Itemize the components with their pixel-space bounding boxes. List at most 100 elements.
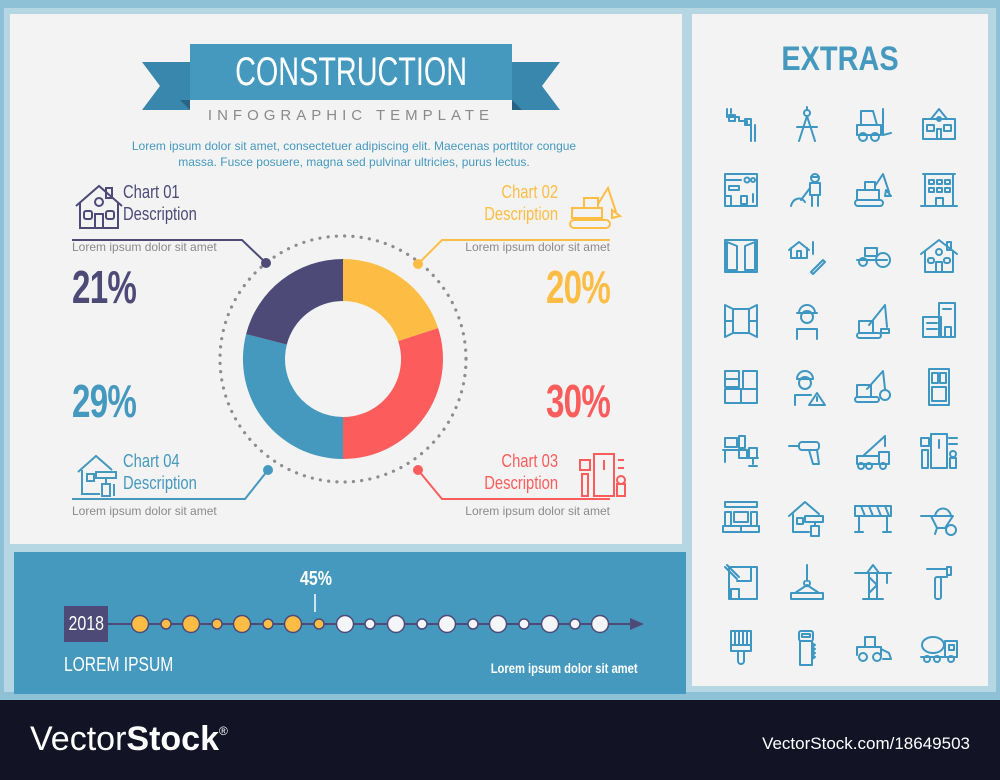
lifted-beam-icon	[790, 564, 824, 601]
extras-icon-cell[interactable]	[708, 92, 774, 158]
door-icon	[928, 367, 950, 406]
extras-icon-cell[interactable]	[774, 92, 840, 158]
extras-icon-cell[interactable]	[708, 485, 774, 551]
ribbon-left-tail-icon	[142, 62, 190, 110]
page-frame: CONSTRUCTION INFOGRAPHIC TEMPLATE Lorem …	[4, 8, 996, 694]
bathroom-icon	[579, 453, 626, 497]
timeline-arrow-icon	[630, 618, 644, 630]
slice-chart-02[interactable]	[343, 259, 439, 342]
extras-icon-cell[interactable]	[906, 354, 972, 420]
extras-icon-cell[interactable]	[906, 485, 972, 551]
extras-icon-cell[interactable]	[708, 354, 774, 420]
tv-stand-icon	[722, 500, 760, 533]
chart-01-title-line2: Description	[123, 204, 197, 224]
extras-icon-cell[interactable]	[774, 289, 840, 355]
double-door-icon	[724, 238, 758, 273]
extras-icon-cell[interactable]	[906, 289, 972, 355]
extras-icon-cell[interactable]	[774, 551, 840, 617]
timeline-year-badge: 2018	[64, 606, 108, 642]
extras-icon-cell[interactable]	[906, 158, 972, 224]
slice-chart-04[interactable]	[242, 334, 343, 459]
connector-dot-chart-03	[413, 465, 423, 475]
infographic-panel: CONSTRUCTION INFOGRAPHIC TEMPLATE Lorem …	[4, 8, 688, 694]
extras-icon-cell[interactable]	[774, 420, 840, 486]
bulldozer-icon	[856, 635, 892, 662]
extras-icon-cell[interactable]	[906, 420, 972, 486]
wrecking-ball-icon	[854, 369, 891, 403]
extras-icon-cell[interactable]	[840, 92, 906, 158]
compass-icon	[796, 105, 818, 142]
chart-04-title: Chart 04 Description	[123, 450, 197, 494]
ribbon-right-tail-icon	[512, 62, 560, 110]
extras-icon-cell[interactable]	[708, 289, 774, 355]
timeline-progress-label: 45%	[300, 568, 333, 590]
extras-title: EXTRAS	[781, 40, 899, 78]
house-painting-icon	[788, 500, 824, 537]
extras-icon-cell[interactable]	[906, 223, 972, 289]
tower-crane-icon	[854, 564, 892, 601]
chart-01-title-line1: Chart 01	[123, 182, 180, 202]
worker-warning-icon	[794, 369, 826, 406]
extras-icon-cell[interactable]	[840, 420, 906, 486]
chart-03-value: 30%	[545, 375, 611, 427]
extras-icon-cell[interactable]	[774, 485, 840, 551]
extras-icon-cell[interactable]	[708, 223, 774, 289]
extras-icon-cell[interactable]	[840, 354, 906, 420]
brand-light: Vector	[30, 720, 127, 758]
chart-04-caption: Lorem ipsum dolor sit amet	[72, 504, 217, 518]
extras-icon-cell[interactable]	[906, 551, 972, 617]
infographic-main-area: CONSTRUCTION INFOGRAPHIC TEMPLATE Lorem …	[10, 14, 682, 544]
extras-icon-cell[interactable]	[708, 158, 774, 224]
house-icon	[75, 184, 123, 229]
title-ribbon: CONSTRUCTION	[190, 44, 512, 100]
extras-icon-cell[interactable]	[774, 616, 840, 682]
slice-chart-03[interactable]	[343, 328, 443, 459]
footer-bar: VectorStock® VectorStock.com/18649503	[0, 700, 1000, 780]
connector-dot-chart-01	[261, 258, 271, 268]
intro-line-2: massa. Fusce posuere, magna sed pulvinar…	[178, 155, 530, 169]
chart-04-title-line2: Description	[123, 473, 197, 493]
extras-icon-cell[interactable]	[840, 289, 906, 355]
chart-04-title-line1: Chart 04	[123, 451, 180, 471]
drill-icon	[788, 441, 820, 466]
hand-saw-icon	[798, 629, 816, 666]
extras-icon-cell[interactable]	[774, 354, 840, 420]
bathroom-icon	[920, 433, 958, 470]
page-title: CONSTRUCTION	[235, 49, 467, 94]
window-icon	[724, 304, 758, 339]
slice-chart-01[interactable]	[246, 258, 343, 345]
extras-icon-cell[interactable]	[840, 551, 906, 617]
footer-url[interactable]: VectorStock.com/18649503	[762, 734, 970, 753]
worker-helmet-icon	[796, 304, 818, 341]
extras-icon-cell[interactable]	[906, 616, 972, 682]
chart-04-value: 29%	[72, 375, 137, 427]
extras-icon-cell[interactable]	[840, 158, 906, 224]
chart-01-value: 21%	[72, 261, 137, 313]
house-design-icon	[788, 240, 826, 275]
connector-chart-03	[417, 469, 610, 500]
chart-03-caption: Lorem ipsum dolor sit amet	[465, 504, 610, 518]
extras-icon-cell[interactable]	[906, 92, 972, 158]
kitchen-cabinets-icon	[724, 369, 758, 404]
office-desk-icon	[722, 435, 759, 468]
wheelbarrow-icon	[920, 507, 957, 536]
connector-chart-01	[72, 239, 267, 264]
chart-03-title-line1: Chart 03	[501, 451, 558, 471]
extras-icon-cell[interactable]	[840, 485, 906, 551]
extras-icon-cell[interactable]	[708, 616, 774, 682]
crane-truck-icon	[856, 435, 890, 471]
donut-chart	[72, 184, 626, 500]
extras-icon-cell[interactable]	[774, 223, 840, 289]
extras-icon-cell[interactable]	[840, 616, 906, 682]
extras-icon-cell[interactable]	[708, 551, 774, 617]
extras-icon-cell[interactable]	[708, 420, 774, 486]
chart-02-caption: Lorem ipsum dolor sit amet	[465, 240, 610, 254]
vectorstock-logo[interactable]: VectorStock®	[30, 720, 228, 759]
timeline-section: 45%	[14, 552, 686, 694]
intro-text: Lorem ipsum dolor sit amet, consectetuer…	[80, 138, 628, 170]
extras-icon-cell[interactable]	[774, 158, 840, 224]
chart-03-title-line2: Description	[484, 473, 558, 493]
registered-mark: ®	[218, 724, 228, 738]
blueprint-icon	[724, 564, 758, 601]
extras-icon-cell[interactable]	[840, 223, 906, 289]
